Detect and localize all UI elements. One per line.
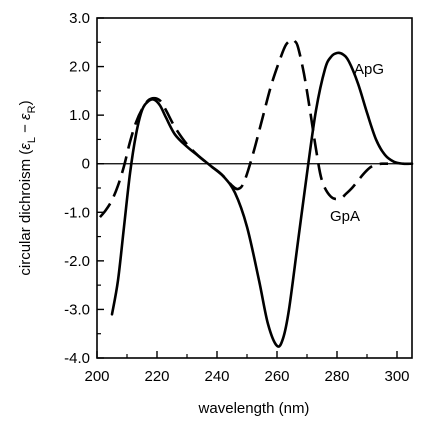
y-tick-label: 0 — [82, 156, 90, 173]
x-tick-label: 280 — [324, 368, 349, 385]
x-tick-label: 300 — [384, 368, 409, 385]
x-tick-label: 200 — [84, 368, 109, 385]
x-axis-title: wavelength (nm) — [198, 400, 310, 417]
y-tick-label: 1.0 — [69, 107, 90, 124]
y-tick-label: 3.0 — [69, 10, 90, 27]
y-tick-label: -4.0 — [64, 350, 90, 367]
y-title-epsilon-l: ε — [17, 143, 34, 150]
y-tick-label: -1.0 — [64, 204, 90, 221]
y-tick-label: 2.0 — [69, 59, 90, 76]
series-label-apg: ApG — [354, 61, 384, 78]
y-tick-label: -2.0 — [64, 253, 90, 270]
series-lines — [98, 38, 414, 348]
x-tick-label: 260 — [264, 368, 289, 385]
y-title-prefix: circular dichroism ( — [17, 150, 34, 276]
y-title-sub-l: L — [26, 137, 38, 143]
x-tick-label: 220 — [144, 368, 169, 385]
y-title-sub-r: R — [26, 105, 38, 113]
y-title-minus: − — [17, 120, 34, 137]
y-title-suffix: ) — [17, 100, 34, 105]
y-tick-label: -3.0 — [64, 301, 90, 318]
series-line-apg — [110, 51, 414, 348]
x-tick-label: 240 — [204, 368, 229, 385]
y-axis-title: circular dichroism (εL − εR) — [17, 100, 38, 275]
series-label-gpa: GpA — [330, 208, 360, 225]
y-title-epsilon-r: ε — [17, 113, 34, 120]
axis-ticks — [96, 17, 398, 359]
axis-tick-labels: 200 220 240 260 280 300 3.0 2.0 1.0 0 -1.0 -2.0 -3.0… — [64, 10, 409, 385]
series-line-gpa — [98, 38, 389, 218]
